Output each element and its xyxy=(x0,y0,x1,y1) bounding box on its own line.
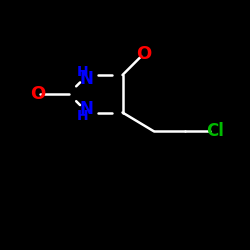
Text: H: H xyxy=(77,109,89,123)
Text: Cl: Cl xyxy=(206,122,224,140)
Text: N: N xyxy=(79,100,93,118)
Text: O: O xyxy=(136,45,152,63)
Text: H: H xyxy=(77,65,89,79)
Text: N: N xyxy=(79,70,93,88)
Text: O: O xyxy=(30,85,45,103)
